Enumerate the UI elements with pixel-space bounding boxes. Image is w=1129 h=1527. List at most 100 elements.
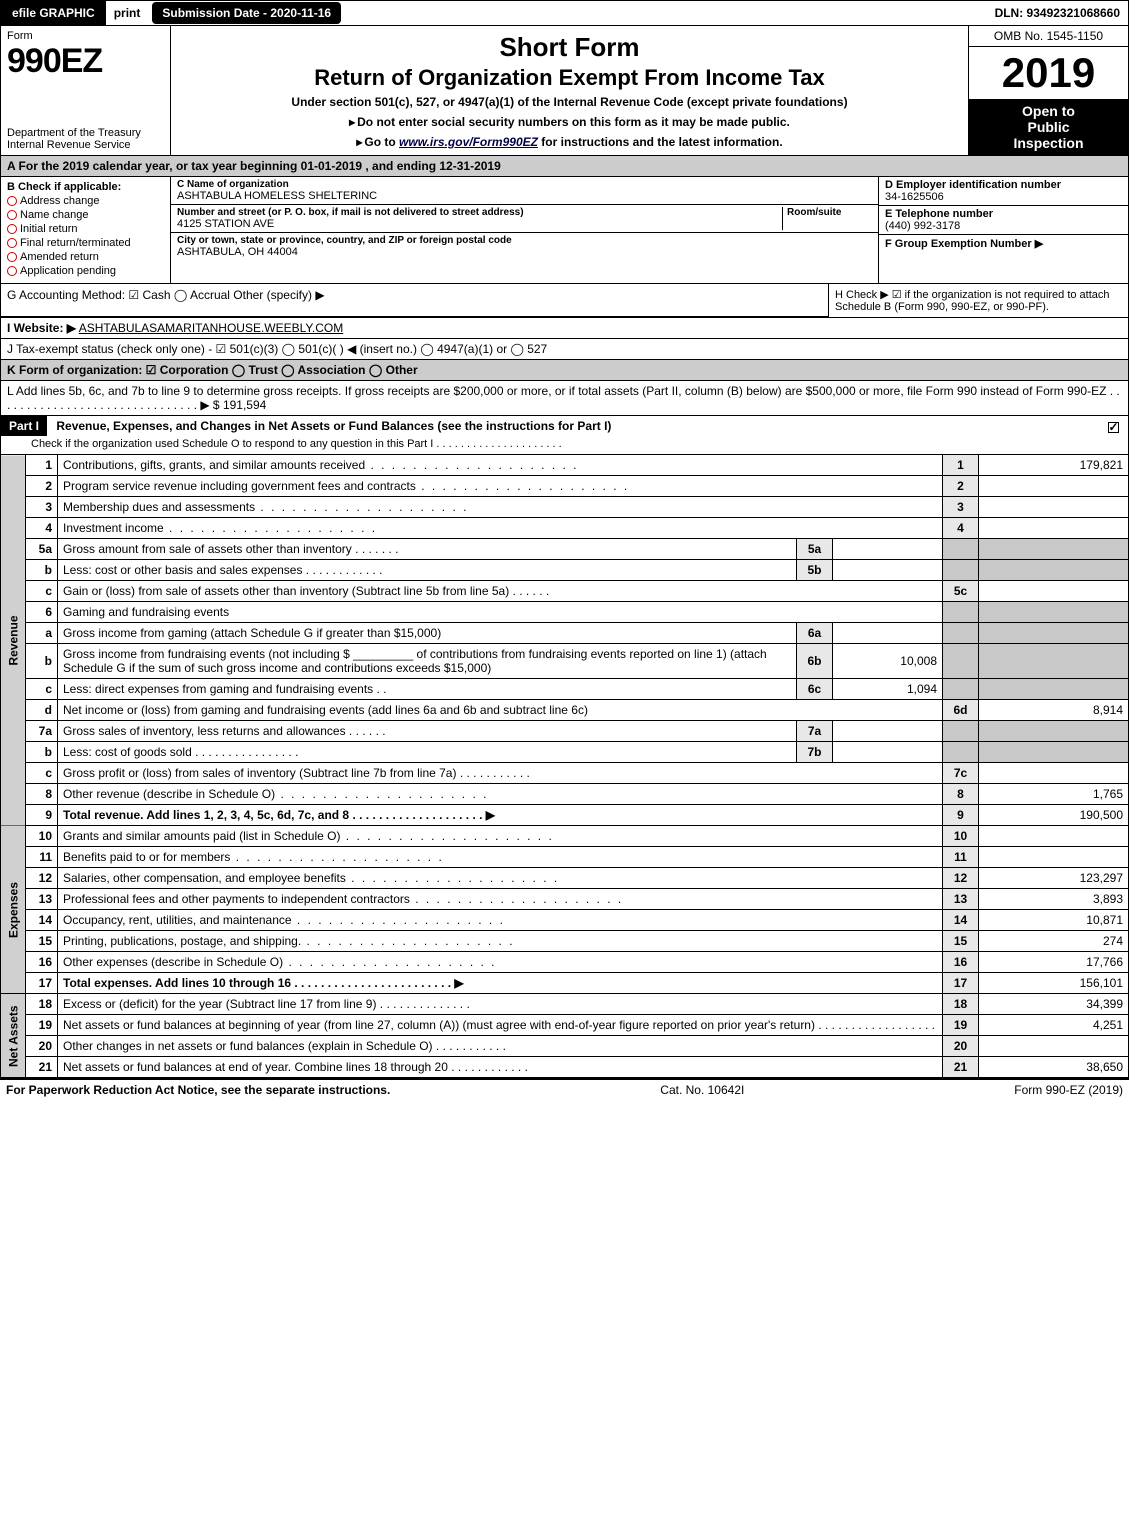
tel-label: E Telephone number [885,208,1122,220]
line7a-subval [833,721,943,742]
part1-table: Revenue 1 Contributions, gifts, grants, … [0,455,1129,1078]
irs-link[interactable]: www.irs.gov/Form990EZ [399,135,538,149]
line6c-subnum: 6c [797,679,833,700]
ln-6: 6 [26,602,58,623]
ln-7b: b [26,742,58,763]
line6d-text: Net income or (loss) from gaming and fun… [58,700,943,721]
line8-num: 8 [943,784,979,805]
line5c-text: Gain or (loss) from sale of assets other… [58,581,943,602]
chk-address-change[interactable] [7,196,17,206]
ln-16: 16 [26,952,58,973]
tax-exempt-status-row: J Tax-exempt status (check only one) - ☑… [0,339,1129,360]
line17-val: 156,101 [979,973,1129,994]
line6a-text: Gross income from gaming (attach Schedul… [58,623,797,644]
line6d-num: 6d [943,700,979,721]
line7a-text: Gross sales of inventory, less returns a… [58,721,797,742]
line12-text: Salaries, other compensation, and employ… [58,868,943,889]
line7b-subval [833,742,943,763]
line13-val: 3,893 [979,889,1129,910]
part1-subtext: Check if the organization used Schedule … [1,436,1098,454]
line6a-shade [943,623,979,644]
street-label: Number and street (or P. O. box, if mail… [177,207,782,218]
ln-5a: 5a [26,539,58,560]
line5c-val [979,581,1129,602]
line5a-shade2 [979,539,1129,560]
efile-button[interactable]: efile GRAPHIC [1,1,106,25]
line4-val [979,518,1129,539]
line1-text: Contributions, gifts, grants, and simila… [58,455,943,476]
line3-val [979,497,1129,518]
ln-6d: d [26,700,58,721]
line4-num: 4 [943,518,979,539]
top-bar-left: efile GRAPHIC print Submission Date - 20… [1,1,341,25]
line6c-shade2 [979,679,1129,700]
line13-num: 13 [943,889,979,910]
line21-val: 38,650 [979,1057,1129,1078]
under-section-text: Under section 501(c), 527, or 4947(a)(1)… [179,95,960,109]
line10-num: 10 [943,826,979,847]
ln-6c: c [26,679,58,700]
line1-val: 179,821 [979,455,1129,476]
line6a-subval [833,623,943,644]
line19-text: Net assets or fund balances at beginning… [58,1015,943,1036]
website-label: I Website: ▶ [7,321,76,335]
box-c: C Name of organization ASHTABULA HOMELES… [171,177,878,283]
line15-text: Printing, publications, postage, and shi… [58,931,943,952]
line5b-shade [943,560,979,581]
department-label: Department of the Treasury Internal Reve… [7,127,164,151]
gross-receipts-row: L Add lines 5b, 6c, and 7b to line 9 to … [0,381,1129,416]
ln-15: 15 [26,931,58,952]
part1-label: Part I [1,416,47,436]
ein-value: 34-1625506 [885,191,1122,203]
ln-21: 21 [26,1057,58,1078]
ln-17: 17 [26,973,58,994]
line5b-subval [833,560,943,581]
ln-13: 13 [26,889,58,910]
chk-initial-return[interactable] [7,224,17,234]
goto-line: Go to www.irs.gov/Form990EZ for instruct… [179,135,960,149]
line5c-num: 5c [943,581,979,602]
paperwork-notice: For Paperwork Reduction Act Notice, see … [6,1083,390,1097]
line6b-subval: 10,008 [833,644,943,679]
chk-final-return[interactable] [7,238,17,248]
line5a-text: Gross amount from sale of assets other t… [58,539,797,560]
line14-text: Occupancy, rent, utilities, and maintena… [58,910,943,931]
ln-3: 3 [26,497,58,518]
line11-num: 11 [943,847,979,868]
line21-text: Net assets or fund balances at end of ye… [58,1057,943,1078]
line9-val: 190,500 [979,805,1129,826]
catalog-number: Cat. No. 10642I [660,1083,744,1097]
chk-amended[interactable] [7,252,17,262]
line21-num: 21 [943,1057,979,1078]
expenses-side-label: Expenses [1,826,26,994]
line1-num: 1 [943,455,979,476]
line15-val: 274 [979,931,1129,952]
line8-val: 1,765 [979,784,1129,805]
chk-pending[interactable] [7,266,17,276]
line2-num: 2 [943,476,979,497]
box-def: D Employer identification number 34-1625… [878,177,1128,283]
chk-name-change[interactable] [7,210,17,220]
line7c-num: 7c [943,763,979,784]
form-word: Form [7,30,164,42]
website-link[interactable]: ASHTABULASAMARITANHOUSE.WEEBLY.COM [79,321,344,335]
line6-text: Gaming and fundraising events [58,602,943,623]
org-name-label: C Name of organization [177,179,872,190]
ln-2: 2 [26,476,58,497]
line5a-shade [943,539,979,560]
line8-text: Other revenue (describe in Schedule O) [58,784,943,805]
line5b-subnum: 5b [797,560,833,581]
tax-year: 2019 [969,47,1128,99]
line10-text: Grants and similar amounts paid (list in… [58,826,943,847]
schedule-o-checkbox[interactable] [1108,422,1119,433]
header-left: Form 990EZ Department of the Treasury In… [1,26,171,155]
line19-val: 4,251 [979,1015,1129,1036]
line3-text: Membership dues and assessments [58,497,943,518]
tel-value: (440) 992-3178 [885,220,1122,232]
line14-val: 10,871 [979,910,1129,931]
line11-text: Benefits paid to or for members [58,847,943,868]
line6b-text: Gross income from fundraising events (no… [58,644,797,679]
print-button[interactable]: print [106,2,149,24]
line7c-val [979,763,1129,784]
open-to-public: Open toPublicInspection [969,99,1128,155]
